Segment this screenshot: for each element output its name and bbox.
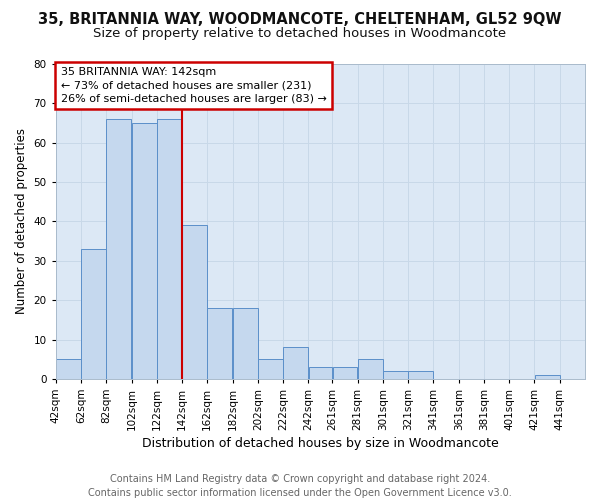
Text: Contains HM Land Registry data © Crown copyright and database right 2024.
Contai: Contains HM Land Registry data © Crown c… [88, 474, 512, 498]
Bar [182, 226, 207, 379]
Bar [358, 359, 383, 379]
Text: 35 BRITANNIA WAY: 142sqm
← 73% of detached houses are smaller (231)
26% of semi-: 35 BRITANNIA WAY: 142sqm ← 73% of detach… [61, 67, 327, 104]
Bar [131, 123, 157, 379]
Bar [81, 249, 106, 379]
Bar [106, 119, 131, 379]
Bar [56, 359, 81, 379]
Y-axis label: Number of detached properties: Number of detached properties [15, 128, 28, 314]
Bar [258, 359, 283, 379]
Text: 35, BRITANNIA WAY, WOODMANCOTE, CHELTENHAM, GL52 9QW: 35, BRITANNIA WAY, WOODMANCOTE, CHELTENH… [38, 12, 562, 28]
Bar [332, 367, 358, 379]
Bar [233, 308, 257, 379]
Bar [308, 367, 332, 379]
Bar [208, 308, 232, 379]
Bar [535, 375, 560, 379]
Bar [409, 371, 433, 379]
X-axis label: Distribution of detached houses by size in Woodmancote: Distribution of detached houses by size … [142, 437, 499, 450]
Text: Size of property relative to detached houses in Woodmancote: Size of property relative to detached ho… [94, 28, 506, 40]
Bar [283, 348, 308, 379]
Bar [383, 371, 408, 379]
Bar [157, 119, 182, 379]
